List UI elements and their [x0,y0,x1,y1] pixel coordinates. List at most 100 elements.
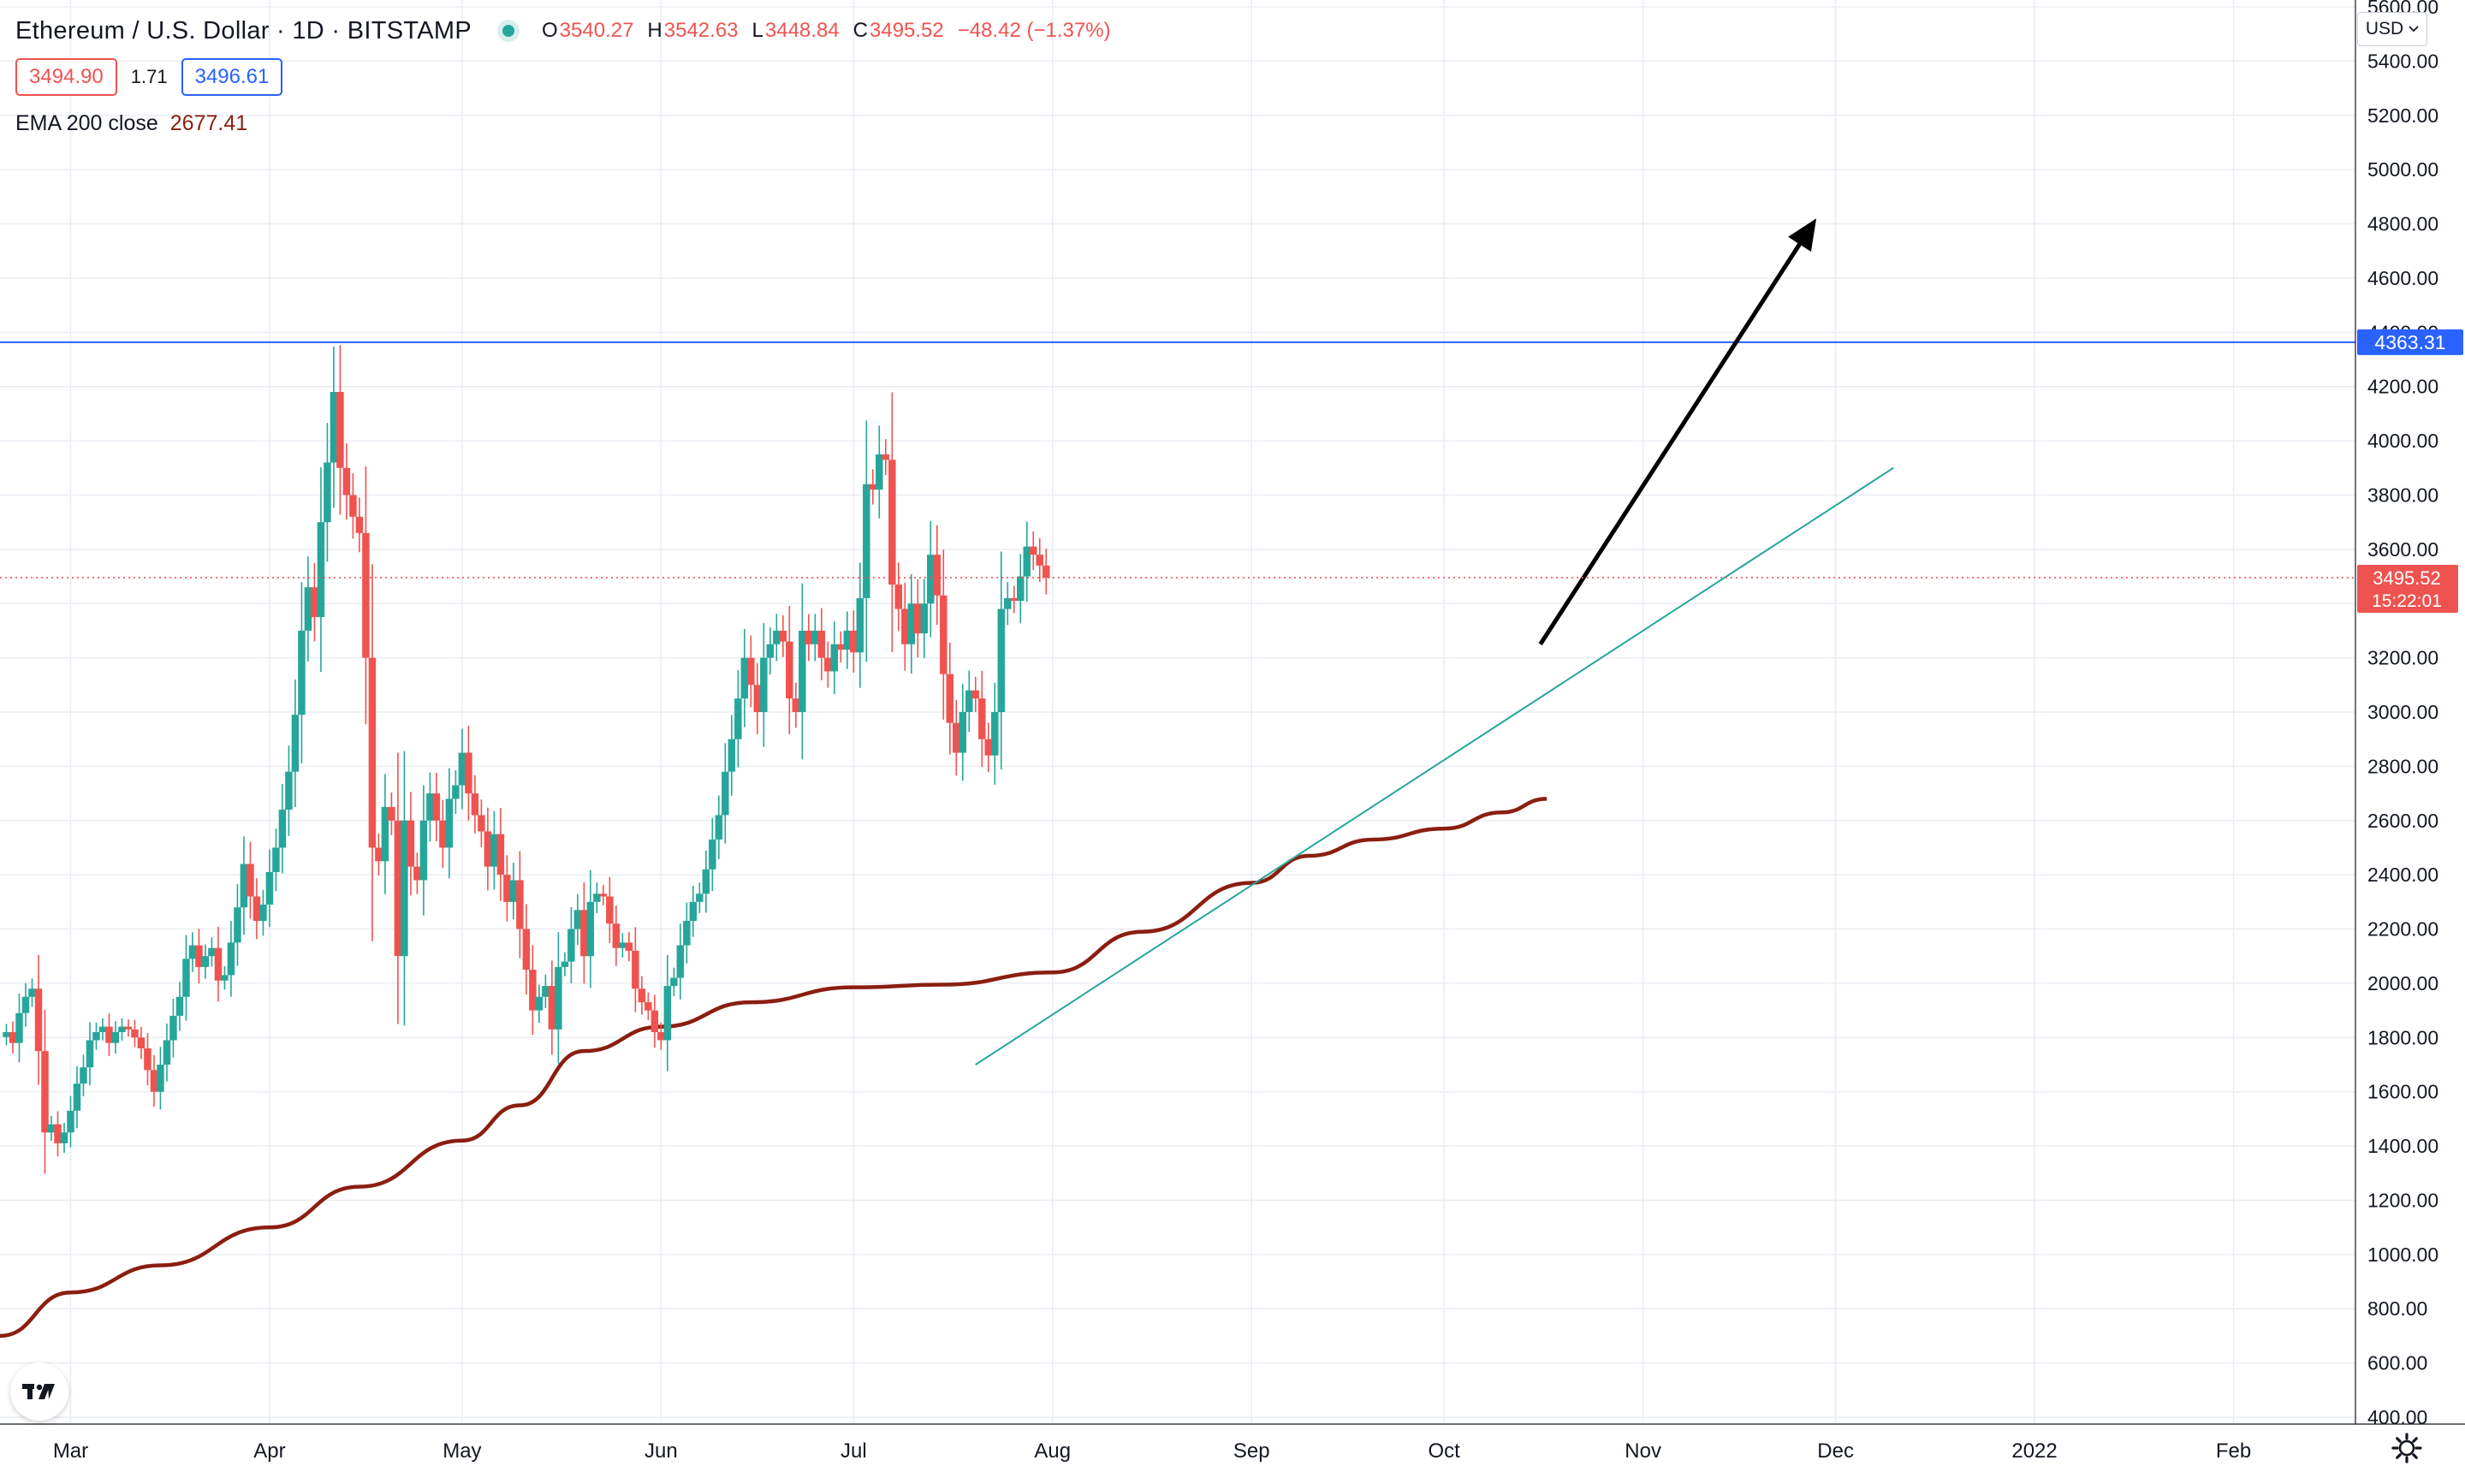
candle [388,792,395,835]
candle [188,932,197,972]
candle [876,425,883,519]
tradingview-logo-icon[interactable] [10,1362,68,1421]
candle-body [407,820,415,867]
buy-price-button[interactable]: 3496.61 [181,58,283,96]
candle-body [105,1026,113,1043]
candle-body [888,460,896,585]
sell-price-button[interactable]: 3494.90 [15,58,117,96]
candle [805,614,813,662]
candle-body [381,806,389,862]
candle [311,562,318,642]
y-tick-label: 5200.00 [2367,104,2438,127]
candle [252,878,261,940]
candle-body [876,454,883,490]
candle [349,472,357,539]
candle [9,1021,17,1054]
candle [882,439,890,476]
time-axis-bg [0,1424,2465,1484]
candle [304,556,312,662]
candle [272,828,280,892]
candle [843,611,852,669]
candle [445,768,454,879]
candle-body [619,942,627,948]
candle [1042,549,1050,595]
y-tick-label: 5400.00 [2367,50,2438,72]
candle-body [452,785,460,799]
candle [779,614,787,657]
candle [137,1026,146,1060]
candle-body [182,959,190,997]
candle [394,752,402,1024]
candle-body [593,893,601,902]
candle-body [933,555,941,596]
candle-body [368,657,377,848]
change-value: −48.42 (−1.37%) [957,19,1111,42]
indicator-name: EMA 200 close [15,111,158,135]
candle [516,851,524,959]
open-key: O [541,19,558,42]
gear-icon[interactable] [2390,1431,2424,1465]
candle [753,662,762,734]
candle [619,933,627,958]
candle-body [111,1031,120,1043]
indicator-legend[interactable]: EMA 200 close 2677.41 [15,111,1123,136]
candle [760,622,768,747]
candle [92,1022,100,1050]
y-tick-label: 5000.00 [2367,158,2438,181]
y-tick-label: 1200.00 [2367,1189,2438,1211]
candle-body [478,815,485,832]
candle-body [131,1029,139,1038]
candle-body [728,739,736,772]
candle-body [73,1083,81,1111]
candle-body [715,815,723,840]
x-tick-label: Jun [644,1439,678,1463]
x-tick-label: May [443,1439,481,1463]
candle-body [509,880,518,902]
candle-body [496,834,505,876]
candle-body [882,454,890,460]
candle [54,1111,62,1157]
candle-body [850,630,858,653]
candle-body [342,467,351,496]
candle [157,1047,164,1110]
spread-value: 1.71 [130,66,168,87]
candle-body [753,685,762,712]
candle [413,852,421,894]
candle [182,935,190,1021]
candle-body [984,739,993,756]
resistance-price-label: 4363.31 [2374,331,2445,353]
candle-body [298,630,306,715]
candle-body [830,644,839,672]
candle [201,944,210,979]
candle [715,795,723,859]
candle-body [195,945,203,967]
candle-body [561,961,569,967]
candle [901,582,909,671]
candle [978,670,986,768]
x-tick-label: Jul [840,1439,867,1463]
symbol-title[interactable]: Ethereum / U.S. Dollar · 1D · BITSTAMP [15,16,472,45]
candle-body [349,495,357,517]
candle [933,525,941,626]
candle-body [863,484,870,598]
candle-body [98,1026,107,1032]
bar-countdown-label: 15:22:01 [2372,591,2442,611]
candle [330,347,338,508]
y-tick-label: 1800.00 [2367,1026,2438,1048]
candle-body [965,690,973,712]
currency-dropdown[interactable]: USD [2357,12,2427,46]
candle [317,467,325,673]
candle [728,715,736,796]
candle-body [632,950,639,989]
candle-body [709,839,716,870]
candle-body [445,798,454,848]
candle [670,967,678,997]
candle-body [252,896,261,922]
candle-body [285,771,293,810]
y-tick-label: 3600.00 [2367,538,2438,561]
candle [632,927,639,1012]
candle [817,608,826,681]
candle [458,728,466,810]
